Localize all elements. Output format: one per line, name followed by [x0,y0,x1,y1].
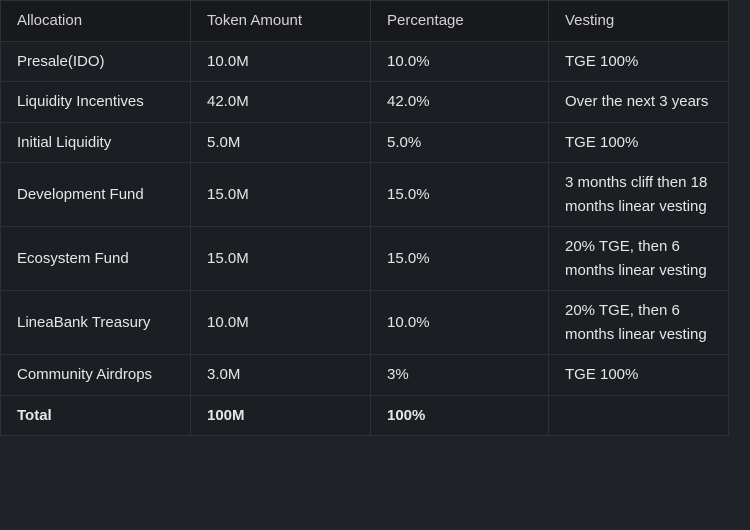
table-header: Allocation Token Amount Percentage Vesting [0,0,729,42]
table-cell: 10.0% [370,40,549,82]
table-cell: Total [0,394,191,436]
table-cell: Presale(IDO) [0,40,191,82]
empty-cell [548,394,729,436]
table-cell: 15.0M [190,226,371,291]
column-header: Token Amount [190,0,371,42]
table-cell: Liquidity Incentives [0,81,191,123]
table-cell: 3.0M [190,354,371,396]
table-row: Liquidity Incentives 42.0M 42.0% Over the n… [0,81,729,123]
table-cell: LineaBank Treasury [0,290,191,355]
table-cell: TGE 100% [548,40,729,82]
table-cell: 5.0% [370,121,549,163]
table-cell: 15.0% [370,162,549,227]
table-cell: TGE 100% [548,121,729,163]
allocation-table: Allocation Token Amount Percentage Vesting … [0,0,729,436]
table-row: Development Fund 15.0M 15.0% 3 months cliff… [0,162,729,227]
table-cell: 3% [370,354,549,396]
table-cell: Over the next 3 years [548,81,729,123]
table-row: LineaBank Treasury 10.0M 10.0% 20% TGE, the… [0,290,729,355]
table-cell: 20% TGE, then 6 months linear vesting [548,290,729,355]
table-cell: 15.0M [190,162,371,227]
table-cell: 10.0M [190,40,371,82]
table-cell: Development Fund [0,162,191,227]
table-row: Initial Liquidity 5.0M 5.0% TGE 100% [0,121,729,163]
table-cell: 15.0% [370,226,549,291]
table-cell: 3 months cliff then 18 months linear ves… [548,162,729,227]
table-row: Total 100M 100% [0,394,729,436]
table-row: Community Airdrops 3.0M 3% TGE 100% [0,354,729,396]
table-cell: 42.0% [370,81,549,123]
column-header: Vesting [548,0,729,42]
table-cell: TGE 100% [548,354,729,396]
table-cell: Community Airdrops [0,354,191,396]
table-cell: Ecosystem Fund [0,226,191,291]
header-row: Allocation Token Amount Percentage Vesting [0,0,729,42]
table-cell: 42.0M [190,81,371,123]
column-header: Percentage [370,0,549,42]
table-cell: 10.0% [370,290,549,355]
table-cell: 10.0M [190,290,371,355]
table-cell: Initial Liquidity [0,121,191,163]
table-cell: 100M [190,394,371,436]
column-header: Allocation [0,0,191,42]
table-body: Presale(IDO) 10.0M 10.0% TGE 100% Liquidity … [0,40,729,436]
table-row: Presale(IDO) 10.0M 10.0% TGE 100% [0,40,729,82]
table-cell: 20% TGE, then 6 months linear vesting [548,226,729,291]
table-cell: 5.0M [190,121,371,163]
table-row: Ecosystem Fund 15.0M 15.0% 20% TGE, then 6 … [0,226,729,291]
table-cell: 100% [370,394,549,436]
